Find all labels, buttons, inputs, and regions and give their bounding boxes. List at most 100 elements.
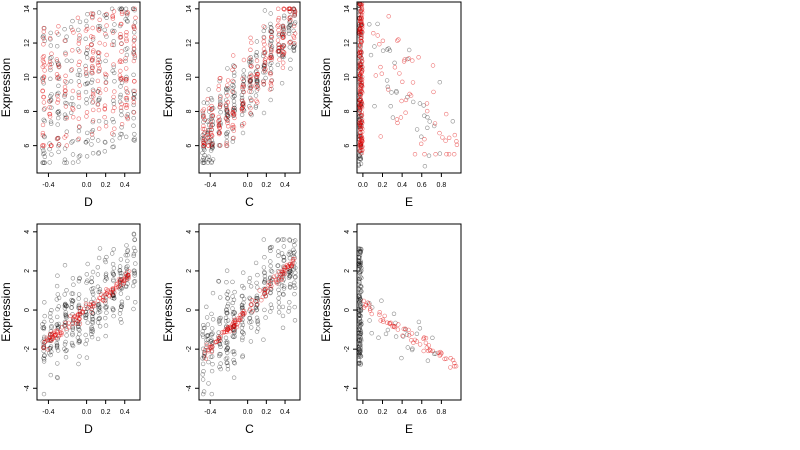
data-point <box>254 295 259 301</box>
y-tick-label: 4 <box>344 230 351 234</box>
data-point <box>396 322 401 327</box>
data-point <box>240 353 245 358</box>
data-point <box>412 337 418 343</box>
data-point <box>124 89 130 94</box>
data-point <box>422 164 428 169</box>
data-point <box>90 151 96 156</box>
data-point <box>103 119 109 125</box>
data-point <box>357 261 363 266</box>
data-point <box>83 66 89 72</box>
data-point <box>77 83 82 88</box>
y-tick-label: 2 <box>344 269 351 273</box>
data-point <box>268 248 273 254</box>
data-point <box>83 341 88 347</box>
data-point <box>84 50 89 56</box>
data-point <box>248 105 253 111</box>
data-point <box>118 92 123 98</box>
data-point <box>54 283 60 289</box>
data-point <box>380 38 386 43</box>
data-point <box>102 139 108 145</box>
data-point <box>83 63 88 69</box>
data-point <box>268 21 273 27</box>
data-point <box>84 154 90 159</box>
data-point <box>110 16 116 21</box>
data-point <box>438 352 443 357</box>
data-point <box>110 117 115 122</box>
data-point <box>205 119 210 124</box>
data-point <box>77 338 82 343</box>
data-point <box>239 105 245 111</box>
data-point <box>292 243 297 248</box>
data-point <box>131 123 136 128</box>
data-point <box>358 362 363 367</box>
data-point <box>249 40 254 45</box>
data-point <box>55 326 60 331</box>
data-point <box>102 114 107 120</box>
data-point <box>205 100 210 106</box>
data-point <box>267 43 273 48</box>
data-point <box>443 138 448 143</box>
data-point <box>95 336 101 342</box>
data-point <box>210 113 215 118</box>
data-point <box>54 375 60 380</box>
data-point <box>125 295 131 301</box>
data-point <box>97 246 103 251</box>
data-point <box>293 238 298 243</box>
data-point <box>416 55 421 60</box>
data-point <box>281 292 286 297</box>
data-point <box>224 86 229 91</box>
data-point <box>204 338 209 343</box>
data-point <box>111 9 117 14</box>
data-point <box>446 152 452 157</box>
data-point <box>357 317 362 322</box>
data-point <box>291 45 296 50</box>
y-tick-label: 6 <box>24 144 31 148</box>
data-point <box>281 254 286 259</box>
data-point <box>41 117 46 123</box>
data-point <box>103 275 109 280</box>
data-point <box>205 129 211 135</box>
data-point <box>76 136 82 142</box>
data-point <box>103 259 108 265</box>
data-point <box>41 100 47 105</box>
data-point <box>76 361 81 367</box>
data-point <box>110 14 115 19</box>
data-point <box>292 44 297 49</box>
data-point <box>358 140 363 145</box>
data-point <box>254 307 260 312</box>
data-point <box>42 118 47 124</box>
data-point <box>68 68 74 73</box>
data-point <box>102 71 108 77</box>
data-point <box>200 126 206 132</box>
data-point <box>217 131 222 136</box>
data-point <box>69 297 74 303</box>
data-point <box>385 84 390 90</box>
data-point <box>232 289 237 295</box>
data-point <box>208 95 214 101</box>
data-point <box>286 252 291 257</box>
data-point <box>102 298 107 304</box>
data-point <box>452 132 457 138</box>
data-point <box>76 128 82 134</box>
data-point <box>230 136 236 141</box>
data-point <box>104 52 109 58</box>
data-point <box>254 329 260 334</box>
data-point <box>125 19 130 24</box>
data-point <box>293 274 298 279</box>
data-point <box>95 265 101 270</box>
data-point <box>50 332 55 338</box>
data-point <box>386 87 391 92</box>
data-point <box>396 37 401 42</box>
data-point <box>208 339 214 344</box>
data-point <box>218 361 223 366</box>
data-point <box>112 105 117 110</box>
data-point <box>63 312 69 318</box>
data-point <box>201 160 206 165</box>
data-point <box>111 313 116 319</box>
data-point <box>55 307 60 312</box>
data-point <box>84 97 89 102</box>
data-point <box>359 83 364 89</box>
data-point <box>358 342 363 348</box>
data-point <box>84 272 90 277</box>
data-point <box>62 112 68 117</box>
